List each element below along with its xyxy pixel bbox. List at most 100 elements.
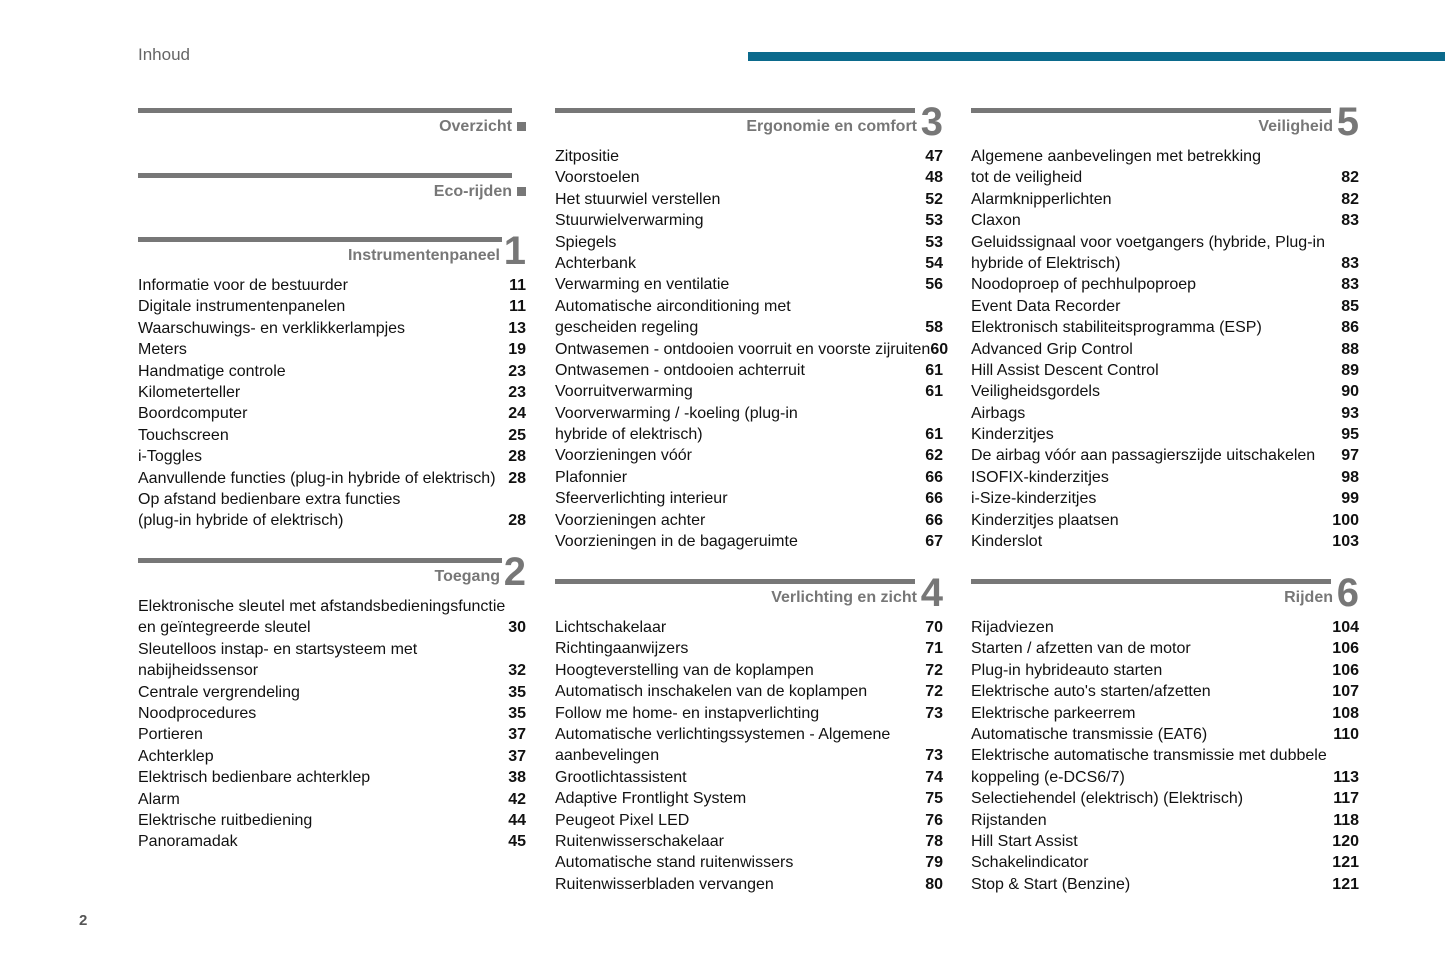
toc-entry-continued[interactable]: hybride of elektrisch) 61 — [555, 424, 943, 445]
toc-entry[interactable]: Kilometerteller 23 — [138, 382, 526, 403]
toc-entry[interactable]: Elektrische parkeerrem 108 — [971, 703, 1359, 724]
toc-entry[interactable]: Touchscreen 25 — [138, 425, 526, 446]
toc-entry[interactable]: Kinderzitjes 95 — [971, 424, 1359, 445]
toc-entry[interactable]: Zitpositie 47 — [555, 146, 943, 167]
section-header[interactable]: Instrumentenpaneel 1 — [138, 229, 526, 275]
toc-entry[interactable]: Ruitenwisserbladen vervangen 80 — [555, 874, 943, 895]
toc-entry[interactable]: Kinderzitjes plaatsen 100 — [971, 510, 1359, 531]
toc-entry[interactable]: Elektrische ruitbediening 44 — [138, 810, 526, 831]
toc-entry[interactable]: Airbags 93 — [971, 403, 1359, 424]
toc-entry-continued[interactable]: tot de veiligheid 82 — [971, 167, 1359, 188]
toc-entry-continued[interactable]: aanbevelingen 73 — [555, 745, 943, 766]
toc-entry[interactable]: Ruitenwisserschakelaar 78 — [555, 831, 943, 852]
toc-entry[interactable]: ISOFIX-kinderzitjes 98 — [971, 467, 1359, 488]
toc-entry[interactable]: Alarm 42 — [138, 789, 526, 810]
toc-entry[interactable]: De airbag vóór aan passagierszijde uitsc… — [971, 445, 1359, 466]
toc-entry[interactable]: Achterbank 54 — [555, 253, 943, 274]
toc-entry[interactable]: Voorzieningen achter 66 — [555, 510, 943, 531]
toc-entry-continued[interactable]: (plug-in hybride of elektrisch) 28 — [138, 510, 526, 531]
section-header[interactable]: Veiligheid 5 — [971, 100, 1359, 146]
toc-entry[interactable]: Digitale instrumentenpanelen 11 — [138, 296, 526, 317]
toc-entry-continued[interactable]: koppeling (e-DCS6/7) 113 — [971, 767, 1359, 788]
toc-entry[interactable]: Handmatige controle 23 — [138, 361, 526, 382]
toc-entry[interactable]: Richtingaanwijzers 71 — [555, 638, 943, 659]
toc-entry[interactable]: Plug-in hybrideauto starten 106 — [971, 660, 1359, 681]
toc-entry[interactable]: Schakelindicator 121 — [971, 852, 1359, 873]
toc-entry[interactable]: Hill Assist Descent Control 89 — [971, 360, 1359, 381]
entry-page: 70 — [925, 619, 943, 636]
toc-entry[interactable]: Het stuurwiel verstellen 52 — [555, 189, 943, 210]
toc-entry[interactable]: Spiegels 53 — [555, 232, 943, 253]
toc-entry[interactable]: Voorzieningen vóór 62 — [555, 445, 943, 466]
toc-entry[interactable]: Algemene aanbevelingen met betrekking — [971, 146, 1359, 167]
toc-entry[interactable]: Veiligheidsgordels 90 — [971, 381, 1359, 402]
toc-entry[interactable]: Rijadviezen 104 — [971, 617, 1359, 638]
toc-entry[interactable]: Noodoproep of pechhulpoproep 83 — [971, 274, 1359, 295]
toc-entry[interactable]: Stop & Start (Benzine) 121 — [971, 874, 1359, 895]
toc-entry[interactable]: Voorruitverwarming 61 — [555, 381, 943, 402]
toc-entry[interactable]: i-Toggles 28 — [138, 446, 526, 467]
toc-entry[interactable]: Informatie voor de bestuurder 11 — [138, 275, 526, 296]
toc-entry[interactable]: Verwarming en ventilatie 56 — [555, 274, 943, 295]
section-header[interactable]: Rijden 6 — [971, 571, 1359, 617]
toc-entry[interactable]: Aanvullende functies (plug-in hybride of… — [138, 468, 526, 489]
toc-entry[interactable]: Op afstand bedienbare extra functies — [138, 489, 526, 510]
toc-entry[interactable]: i-Size-kinderzitjes 99 — [971, 488, 1359, 509]
toc-entry-continued[interactable]: nabijheidssensor 32 — [138, 660, 526, 681]
entry-text: Automatische verlichtingssystemen - Alge… — [555, 725, 891, 743]
toc-entry[interactable]: Plafonnier 66 — [555, 467, 943, 488]
toc-entry[interactable]: Claxon 83 — [971, 210, 1359, 231]
entry-page: 45 — [508, 833, 526, 851]
toc-entry[interactable]: Elektrisch bedienbare achterklep 38 — [138, 767, 526, 788]
section-header[interactable]: Overzicht — [138, 108, 526, 146]
section-header[interactable]: Ergonomie en comfort 3 — [555, 100, 943, 146]
section-header[interactable]: Verlichting en zicht 4 — [555, 571, 943, 617]
toc-entry[interactable]: Portieren 37 — [138, 724, 526, 745]
toc-entry[interactable]: Kinderslot 103 — [971, 531, 1359, 552]
toc-entry[interactable]: Lichtschakelaar 70 — [555, 617, 943, 638]
toc-entry[interactable]: Noodprocedures 35 — [138, 703, 526, 724]
toc-entry[interactable]: Automatische airconditioning met — [555, 296, 943, 317]
toc-entry[interactable]: Meters 19 — [138, 339, 526, 360]
toc-entry[interactable]: Voorzieningen in de bagageruimte 67 — [555, 531, 943, 552]
toc-entry[interactable]: Geluidssignaal voor voetgangers (hybride… — [971, 232, 1359, 253]
toc-entry[interactable]: Peugeot Pixel LED 76 — [555, 810, 943, 831]
toc-entry[interactable]: Voorverwarming / -koeling (plug-in — [555, 403, 943, 424]
toc-entry-continued[interactable]: en geïntegreerde sleutel 30 — [138, 617, 526, 638]
toc-entry-continued[interactable]: hybride of Elektrisch) 83 — [971, 253, 1359, 274]
toc-entry[interactable]: Sleutelloos instap- en startsysteem met — [138, 639, 526, 660]
toc-entry[interactable]: Ontwasemen - ontdooien achterruit 61 — [555, 360, 943, 381]
toc-entry[interactable]: Sfeerverlichting interieur 66 — [555, 488, 943, 509]
toc-entry[interactable]: Adaptive Frontlight System 75 — [555, 788, 943, 809]
toc-entry[interactable]: Automatisch inschakelen van de koplampen… — [555, 681, 943, 702]
toc-entry[interactable]: Stuurwielverwarming 53 — [555, 210, 943, 231]
toc-entry[interactable]: Starten / afzetten van de motor 106 — [971, 638, 1359, 659]
toc-entry[interactable]: Achterklep 37 — [138, 746, 526, 767]
toc-entry[interactable]: Hill Start Assist 120 — [971, 831, 1359, 852]
toc-entry[interactable]: Centrale vergrendeling 35 — [138, 682, 526, 703]
section-header[interactable]: Toegang 2 — [138, 550, 526, 596]
toc-entry[interactable]: Automatische stand ruitenwissers 79 — [555, 852, 943, 873]
toc-entry[interactable]: Alarmknipperlichten 82 — [971, 189, 1359, 210]
toc-entry[interactable]: Elektronische sleutel met afstandsbedien… — [138, 596, 526, 617]
toc-entry[interactable]: Hoogteverstelling van de koplampen 72 — [555, 660, 943, 681]
toc-entry[interactable]: Voorstoelen 48 — [555, 167, 943, 188]
toc-entry-continued[interactable]: gescheiden regeling 58 — [555, 317, 943, 338]
toc-entry[interactable]: Grootlichtassistent 74 — [555, 767, 943, 788]
toc-entry[interactable]: Automatische verlichtingssystemen - Alge… — [555, 724, 943, 745]
toc-entry[interactable]: Panoramadak 45 — [138, 831, 526, 852]
toc-entry[interactable]: Follow me home- en instapverlichting 73 — [555, 703, 943, 724]
toc-entry[interactable]: Elektrische automatische transmissie met… — [971, 745, 1359, 766]
entry-page: 82 — [1341, 169, 1359, 187]
toc-entry[interactable]: Boordcomputer 24 — [138, 403, 526, 424]
toc-entry[interactable]: Elektrische auto's starten/afzetten 107 — [971, 681, 1359, 702]
section-header[interactable]: Eco-rijden — [138, 173, 526, 211]
toc-entry[interactable]: Automatische transmissie (EAT6) 110 — [971, 724, 1359, 745]
toc-entry[interactable]: Selectiehendel (elektrisch) (Elektrisch)… — [971, 788, 1359, 809]
toc-entry[interactable]: Event Data Recorder 85 — [971, 296, 1359, 317]
toc-entry[interactable]: Rijstanden 118 — [971, 810, 1359, 831]
toc-entry[interactable]: Elektronisch stabiliteitsprogramma (ESP)… — [971, 317, 1359, 338]
toc-entry[interactable]: Advanced Grip Control 88 — [971, 339, 1359, 360]
toc-entry[interactable]: Ontwasemen - ontdooien voorruit en voors… — [555, 339, 948, 360]
toc-entry[interactable]: Waarschuwings- en verklikkerlampjes 13 — [138, 318, 526, 339]
